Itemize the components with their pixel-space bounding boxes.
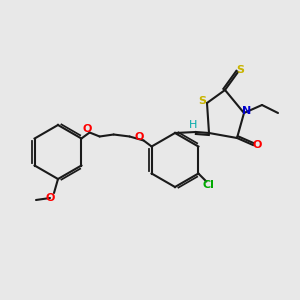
Text: Cl: Cl xyxy=(202,179,214,190)
Text: H: H xyxy=(189,120,197,130)
Text: O: O xyxy=(135,133,144,142)
Text: S: S xyxy=(236,65,244,75)
Text: O: O xyxy=(45,193,55,203)
Text: N: N xyxy=(242,106,252,116)
Text: S: S xyxy=(198,96,206,106)
Text: O: O xyxy=(83,124,92,134)
Text: O: O xyxy=(252,140,262,150)
